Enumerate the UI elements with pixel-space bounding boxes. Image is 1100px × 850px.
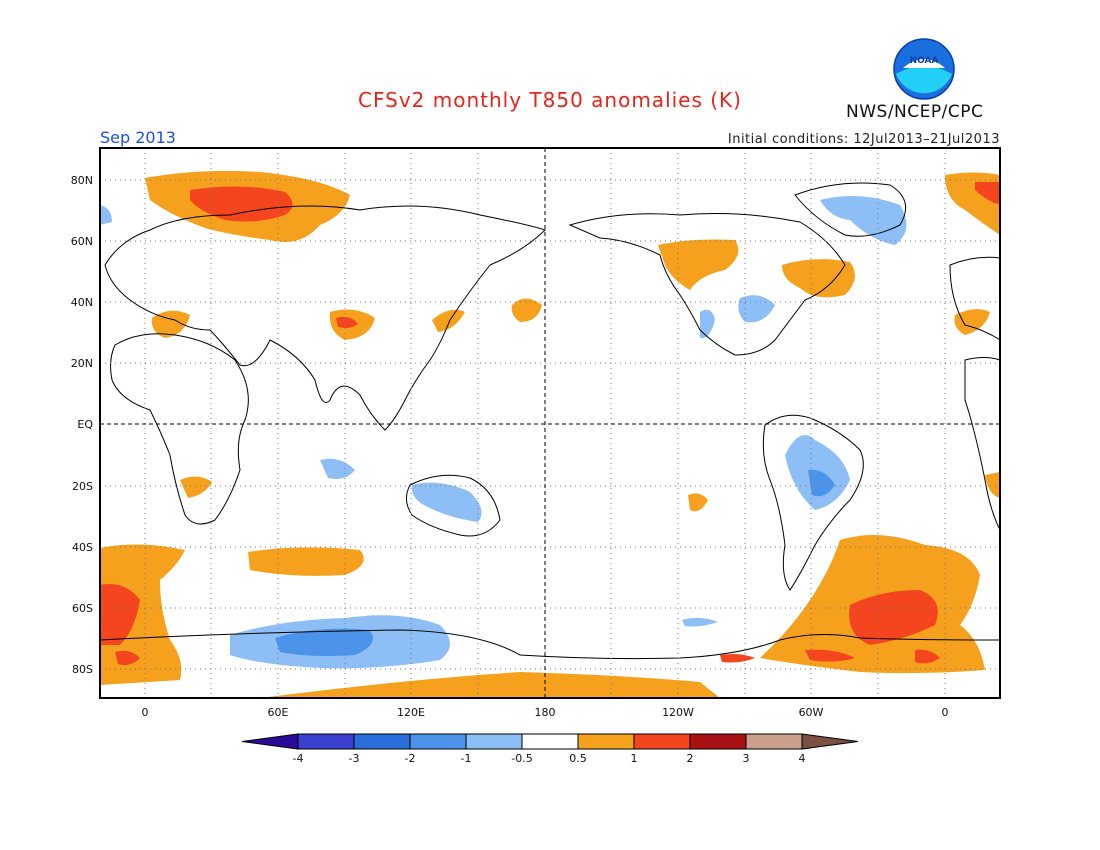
lat-label: 60N — [71, 235, 93, 248]
lon-label: 120W — [662, 706, 694, 719]
lat-label: 20N — [71, 357, 93, 370]
anomaly-warm-northeast-canada — [782, 259, 855, 298]
anomaly-warm-southern-africa — [180, 476, 212, 498]
coastline-greenland — [794, 182, 907, 237]
coastline-antarctica — [100, 629, 1000, 660]
colorbar-swatch — [353, 733, 411, 750]
anomaly-warm-mediterranean-east — [954, 309, 990, 335]
reference-lines — [100, 148, 1000, 698]
lat-label: 80S — [72, 663, 93, 676]
anomaly-strong-tibet — [336, 316, 358, 328]
anomaly-strong-antarctic-west — [115, 650, 140, 666]
anomaly-strong-south-america — [808, 469, 835, 497]
anomaly-strong-east-antarctic — [915, 649, 940, 664]
coastline-africa-east-edge — [964, 357, 1000, 531]
colorbar-tick-label: -4 — [293, 752, 304, 765]
anomaly-warm-antarctic-coast — [260, 672, 720, 698]
lat-label: 40N — [71, 296, 93, 309]
lat-label: EQ — [77, 418, 93, 431]
lon-label: 60W — [799, 706, 824, 719]
longitude-labels: 0 60E 120E 180 120W 60W 0 — [142, 706, 949, 719]
anomaly-strong-weddell — [720, 654, 755, 663]
anomaly-warm-south-atlantic-west — [100, 544, 185, 685]
anomaly-warm-south-indian — [248, 547, 364, 576]
anomaly-cool-mexico — [700, 309, 715, 339]
anomaly-strong-ross — [805, 649, 855, 662]
colorbar-swatch — [521, 733, 579, 750]
colorbar-swatch — [409, 733, 467, 750]
colorbar-swatch — [633, 733, 691, 750]
anomaly-warm-north-america-west — [658, 239, 739, 290]
latitude-labels: 80N 60N 40N 20N EQ 20S 40S 60S 80S — [71, 174, 94, 676]
anomaly-cool-australia — [411, 482, 482, 522]
colorbar-tick-label: 1 — [631, 752, 638, 765]
coastline-africa — [110, 333, 249, 525]
lat-label: 80N — [71, 174, 93, 187]
lat-label: 60S — [72, 602, 93, 615]
coastline-eurasia — [104, 205, 546, 431]
logo-text: NOAA — [910, 56, 939, 66]
coastline-north-america — [568, 213, 846, 356]
colorbar-max-arrow — [801, 733, 859, 750]
colorbar-tick-label: -3 — [349, 752, 360, 765]
anomaly-cool-west-europe — [100, 205, 112, 225]
anomaly-warm-nw-pacific — [511, 298, 542, 322]
colorbar-swatch — [745, 733, 803, 750]
anomaly-cool-canada-arctic — [820, 196, 907, 245]
anomaly-warm-japan — [432, 309, 465, 332]
gridlines — [100, 148, 1000, 698]
colorbar-tick-label: -0.5 — [511, 752, 532, 765]
coastline-south-america — [762, 414, 864, 591]
colorbar-tick-label: 0.5 — [569, 752, 587, 765]
colorbar: -4 -3 -2 -1 -0.5 0.5 1 2 3 4 — [241, 733, 859, 765]
lon-label: 120E — [397, 706, 425, 719]
anomaly-strong-siberia — [190, 186, 293, 222]
initial-conditions-label: Initial conditions: 12Jul2013–21Jul2013 — [727, 132, 1000, 147]
colorbar-swatch — [577, 733, 635, 750]
coastlines — [100, 182, 1000, 660]
lat-label: 20S — [72, 480, 93, 493]
colorbar-tick-label: 4 — [799, 752, 806, 765]
map-title: CFSv2 monthly T850 anomalies (K) — [358, 88, 742, 112]
colorbar-tick-label: -1 — [461, 752, 472, 765]
agency-label: NWS/NCEP/CPC — [846, 102, 984, 122]
anomaly-warm-east-atlantic — [985, 472, 1000, 498]
lat-label: 40S — [72, 541, 93, 554]
anomaly-warm-mediterranean — [151, 310, 190, 338]
colorbar-tick-label: 3 — [743, 752, 750, 765]
anomaly-cool-great-lakes — [738, 295, 775, 323]
anomaly-warm-greenland-east — [945, 172, 1000, 235]
colorbar-tick-label: -2 — [405, 752, 416, 765]
noaa-logo-icon: NOAA — [893, 38, 955, 100]
anomaly-strong-greenland-east — [975, 182, 1000, 205]
map-frame — [99, 147, 1001, 699]
anomaly-warm-south-atlantic — [688, 493, 708, 512]
colorbar-swatch — [465, 733, 523, 750]
anomaly-cool-south-pacific — [682, 617, 718, 627]
anomaly-cool-indian-ocean — [320, 458, 355, 479]
lon-label: 0 — [942, 706, 949, 719]
lon-label: 0 — [142, 706, 149, 719]
colorbar-tick-label: 2 — [687, 752, 694, 765]
lon-label: 180 — [535, 706, 556, 719]
anomaly-field — [100, 170, 1000, 698]
colorbar-min-arrow — [241, 733, 299, 750]
anomaly-strong-south-atlantic-east — [849, 590, 938, 645]
colorbar-swatch — [297, 733, 355, 750]
colorbar-swatch — [689, 733, 747, 750]
coastline-europe-east-edge — [949, 256, 1000, 341]
anomaly-strong-south-atlantic-west — [100, 584, 140, 645]
anomaly-strong-east-antarctica — [275, 628, 373, 656]
lon-label: 60E — [268, 706, 289, 719]
coastline-australia — [406, 474, 501, 537]
valid-month-label: Sep 2013 — [100, 128, 176, 147]
